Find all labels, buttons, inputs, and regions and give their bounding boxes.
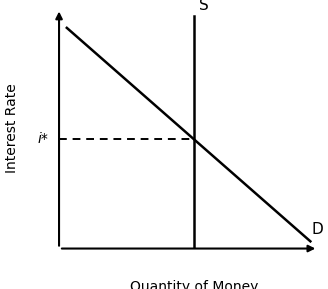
Text: D: D bbox=[312, 222, 323, 237]
Text: i*: i* bbox=[38, 132, 49, 147]
Text: Quantity of Money: Quantity of Money bbox=[130, 280, 258, 289]
Text: Interest Rate: Interest Rate bbox=[5, 84, 19, 173]
Text: S: S bbox=[199, 0, 209, 14]
